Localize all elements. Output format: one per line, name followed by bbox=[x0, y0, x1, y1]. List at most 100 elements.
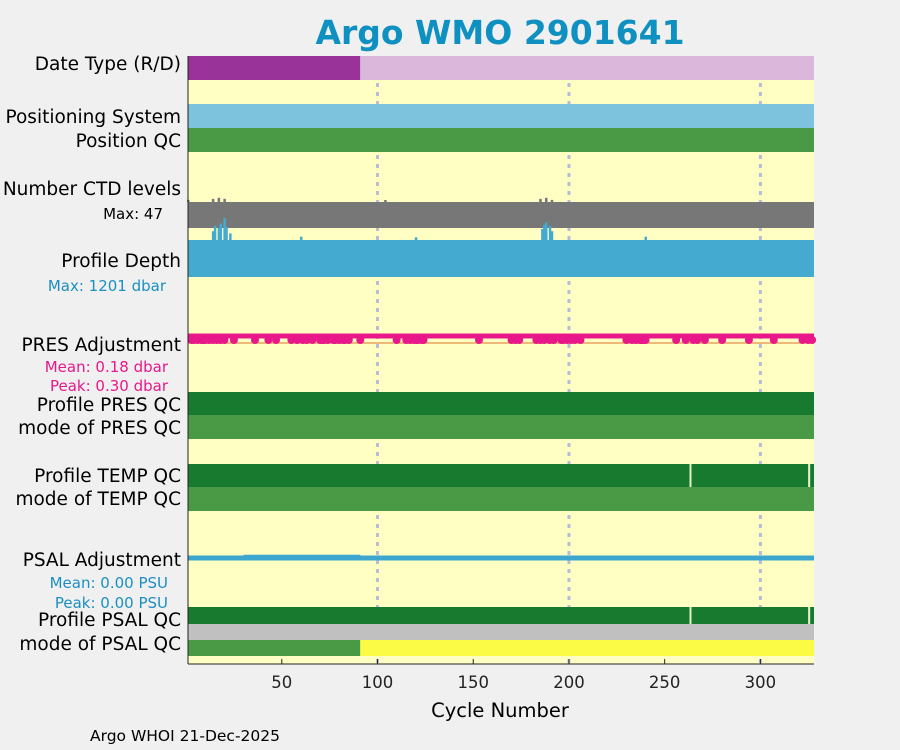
x-axis-label: Cycle Number bbox=[431, 699, 570, 722]
pres-dip-31 bbox=[392, 336, 401, 344]
ctd-levels-spike-2 bbox=[217, 197, 221, 202]
positioning_system-segment-0 bbox=[188, 104, 814, 128]
pres-dip-23 bbox=[323, 336, 332, 344]
profile_temp_qc-segment-1 bbox=[689, 464, 692, 487]
mode_psal_qc-segment-0 bbox=[188, 640, 361, 656]
pres-dip-52 bbox=[570, 336, 579, 344]
label-mode-pres-qc: mode of PRES QC bbox=[18, 418, 181, 439]
profile_temp_qc-segment-4 bbox=[810, 464, 814, 487]
ctd-levels-spike-4 bbox=[384, 200, 387, 202]
profile-depth-spike-10 bbox=[548, 225, 552, 240]
x-tick-label-250: 250 bbox=[649, 673, 681, 692]
ctd-levels-spike-6 bbox=[544, 197, 548, 202]
profile_temp_qc-segment-3 bbox=[808, 464, 811, 487]
pres-dip-29 bbox=[344, 336, 353, 344]
pres-dip-16 bbox=[293, 336, 302, 344]
pres-dip-62 bbox=[681, 336, 690, 344]
label-profile-depth: Profile Depth bbox=[61, 251, 181, 272]
profile_psal_qc-segment-0 bbox=[188, 607, 690, 624]
pres-dip-14 bbox=[272, 336, 281, 344]
pres-dip-54 bbox=[622, 336, 631, 344]
ctd-levels-spike-3 bbox=[223, 198, 226, 202]
ctd-levels-spike-5 bbox=[539, 198, 542, 202]
profile-depth-spike-14 bbox=[644, 236, 648, 240]
mode_psal_qc-segment-1 bbox=[360, 640, 814, 656]
label-ctd-max: Max: 47 bbox=[103, 205, 163, 223]
pres-dip-18 bbox=[302, 336, 311, 344]
x-tick-label-50: 50 bbox=[271, 673, 292, 692]
position_qc-segment-0 bbox=[188, 128, 814, 152]
pres-dip-64 bbox=[693, 336, 702, 344]
label-psal-adjustment: PSAL Adjustment bbox=[23, 550, 181, 571]
profile_psal_qc-segment-4 bbox=[810, 607, 814, 624]
pres-dip-67 bbox=[744, 336, 753, 344]
profile_temp_qc-segment-0 bbox=[188, 464, 690, 487]
bars-layer bbox=[187, 56, 817, 656]
pres-dip-71 bbox=[808, 336, 817, 344]
profile_pres_qc-segment-0 bbox=[188, 392, 814, 415]
pres-dip-42 bbox=[515, 336, 524, 344]
profile-depth-spike-7 bbox=[541, 229, 544, 240]
profile-depth-spike-6 bbox=[229, 233, 232, 240]
pres-dip-45 bbox=[540, 336, 549, 344]
x-tick-label-100: 100 bbox=[362, 673, 394, 692]
pres-dip-61 bbox=[672, 336, 681, 344]
pres-dip-39 bbox=[474, 336, 483, 344]
x-tick-label-300: 300 bbox=[745, 673, 777, 692]
x-tick-label-200: 200 bbox=[553, 673, 585, 692]
ctd-levels-fill bbox=[188, 202, 814, 228]
label-depth-max: Max: 1201 dbar bbox=[48, 277, 167, 295]
ctd-levels-spike-1 bbox=[211, 198, 215, 202]
ctd-levels-spike-7 bbox=[550, 199, 554, 202]
pres-dip-19 bbox=[308, 336, 317, 344]
pres-dip-66 bbox=[718, 336, 727, 344]
label-mode-psal-qc: mode of PSAL QC bbox=[19, 634, 181, 655]
pres-dip-15 bbox=[287, 336, 296, 344]
profile_psal_qc-segment-3 bbox=[808, 607, 811, 624]
plot-background bbox=[188, 56, 814, 664]
pres-dip-69 bbox=[798, 336, 807, 344]
x-axis: 50 100 150 200 250 300 bbox=[187, 56, 814, 692]
profile-depth-spike-3 bbox=[219, 223, 223, 240]
pres-dip-13 bbox=[264, 336, 273, 344]
x-tick-label-150: 150 bbox=[457, 673, 489, 692]
profile-depth-spike-9 bbox=[544, 222, 548, 240]
label-profile-temp-qc: Profile TEMP QC bbox=[34, 466, 181, 487]
label-psal-peak: Peak: 0.00 PSU bbox=[55, 594, 168, 612]
label-pres-peak: Peak: 0.30 dbar bbox=[50, 377, 169, 395]
pres-dip-53 bbox=[576, 336, 585, 344]
label-ctd-levels: Number CTD levels bbox=[3, 179, 181, 200]
profile-depth-spike-8 bbox=[543, 224, 546, 240]
pres-dip-10 bbox=[220, 336, 229, 344]
profile-depth-spike-12 bbox=[299, 236, 303, 240]
pres-dip-47 bbox=[549, 336, 558, 344]
profile-depth-spike-4 bbox=[223, 218, 226, 240]
pres-dip-60 bbox=[641, 336, 650, 344]
label-date-type: Date Type (R/D) bbox=[35, 54, 181, 75]
profile_psal_qc-segment-2 bbox=[691, 607, 809, 624]
pres-dip-11 bbox=[229, 336, 238, 344]
label-position-qc: Position QC bbox=[76, 131, 181, 152]
profile-depth-spike-2 bbox=[217, 227, 221, 240]
footer-credit: Argo WHOI 21-Dec-2025 bbox=[90, 727, 280, 745]
date_type-segment-0 bbox=[188, 56, 361, 80]
label-pres-mean: Mean: 0.18 dbar bbox=[45, 358, 169, 376]
pres-dip-65 bbox=[700, 336, 709, 344]
date_type-segment-1 bbox=[360, 56, 814, 80]
profile-depth-fill bbox=[188, 240, 814, 277]
label-profile-pres-qc: Profile PRES QC bbox=[37, 395, 181, 416]
label-pres-adjustment: PRES Adjustment bbox=[21, 335, 181, 356]
label-positioning-system: Positioning System bbox=[5, 107, 181, 128]
profile-depth-spike-13 bbox=[414, 237, 418, 240]
pres-dip-38 bbox=[419, 336, 428, 344]
pres-dip-30 bbox=[356, 336, 365, 344]
profile_psal_qc-segment-1 bbox=[689, 607, 692, 624]
profile-depth-spike-1 bbox=[213, 225, 217, 240]
profile-depth-spike-0 bbox=[211, 231, 215, 240]
pres-dip-68 bbox=[769, 336, 778, 344]
label-profile-psal-qc: Profile PSAL QC bbox=[38, 610, 181, 631]
pres-dip-12 bbox=[251, 336, 260, 344]
psal-adj-status-segment-0 bbox=[188, 624, 814, 640]
profile-depth-spike-11 bbox=[550, 231, 554, 240]
